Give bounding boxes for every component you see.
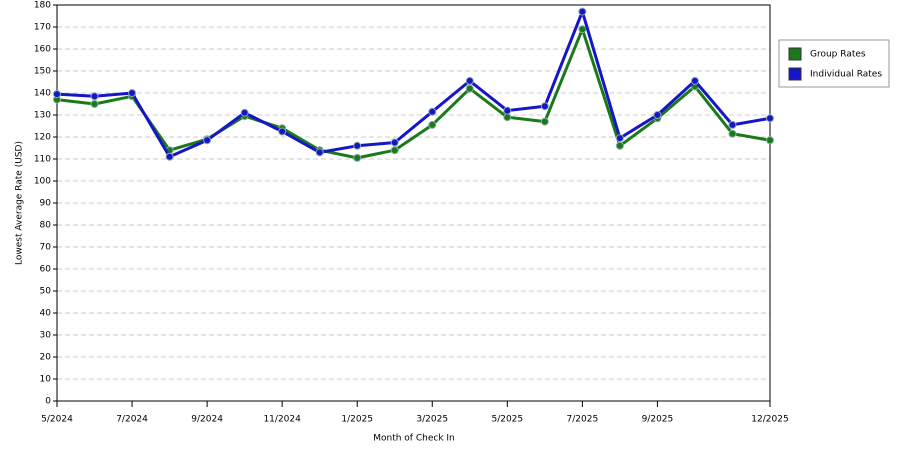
y-tick-label: 80 (40, 221, 52, 231)
x-tick-label: 11/2024 (263, 415, 301, 425)
data-point (728, 120, 737, 129)
y-tick-label: 120 (34, 133, 51, 143)
y-axis-label: Lowest Average Rate (USD) (15, 141, 25, 265)
y-tick-label: 140 (34, 89, 51, 99)
x-tick-label: 9/2025 (642, 415, 674, 425)
y-tick-label: 110 (34, 155, 51, 165)
x-tick-label: 5/2024 (41, 415, 73, 425)
data-point (465, 76, 474, 85)
data-point (390, 138, 399, 147)
x-axis-label: Month of Check In (373, 434, 455, 444)
y-tick-label: 90 (40, 199, 52, 209)
y-tick-label: 100 (34, 177, 51, 187)
y-tick-label: 40 (40, 309, 52, 319)
x-tick-label: 3/2025 (416, 415, 448, 425)
y-tick-label: 20 (40, 353, 52, 363)
x-tick-label: 7/2025 (567, 415, 599, 425)
data-point (390, 146, 399, 155)
data-point (503, 113, 512, 122)
legend-label: Individual Rates (810, 70, 882, 80)
data-point (428, 107, 437, 116)
legend-swatch (788, 47, 802, 61)
y-tick-label: 150 (34, 67, 51, 77)
x-tick-label: 12/2025 (751, 415, 788, 425)
legend-label: Group Rates (810, 50, 866, 60)
plot-frame (56, 4, 771, 402)
data-point (540, 102, 549, 111)
data-point (278, 127, 287, 136)
data-point (203, 136, 212, 145)
x-tick-label: 9/2024 (191, 415, 223, 425)
data-point (615, 141, 624, 150)
data-point (53, 90, 61, 99)
data-point (240, 108, 249, 117)
y-tick-label: 50 (40, 287, 52, 297)
data-point (503, 106, 512, 115)
y-tick-label: 160 (34, 45, 51, 55)
data-point (428, 120, 437, 129)
data-point (578, 7, 587, 16)
y-tick-label: 170 (34, 23, 51, 33)
x-tick-label: 1/2025 (341, 415, 373, 425)
data-point (690, 76, 699, 85)
legend-swatch (788, 67, 802, 81)
y-tick-label: 60 (40, 265, 52, 275)
data-point (766, 114, 774, 123)
x-tick-label: 5/2025 (491, 415, 523, 425)
data-point (353, 153, 362, 162)
y-tick-label: 70 (40, 243, 52, 253)
data-point (128, 89, 137, 97)
data-point (615, 134, 624, 143)
data-point (540, 117, 549, 126)
data-point (465, 84, 474, 93)
y-tick-label: 0 (45, 397, 51, 407)
data-point (653, 111, 662, 119)
y-tick-label: 180 (34, 1, 51, 11)
data-point (90, 92, 99, 101)
data-point (90, 100, 99, 108)
data-point (578, 25, 587, 34)
series-line (56, 10, 771, 159)
y-tick-label: 130 (34, 111, 51, 121)
data-point (315, 148, 324, 157)
data-point (766, 136, 774, 145)
data-point (728, 129, 737, 138)
x-tick-label: 7/2024 (116, 415, 148, 425)
y-tick-label: 10 (40, 375, 52, 385)
data-point (353, 141, 362, 150)
y-tick-label: 30 (40, 331, 52, 341)
series-line (56, 27, 771, 160)
data-point (165, 152, 174, 161)
